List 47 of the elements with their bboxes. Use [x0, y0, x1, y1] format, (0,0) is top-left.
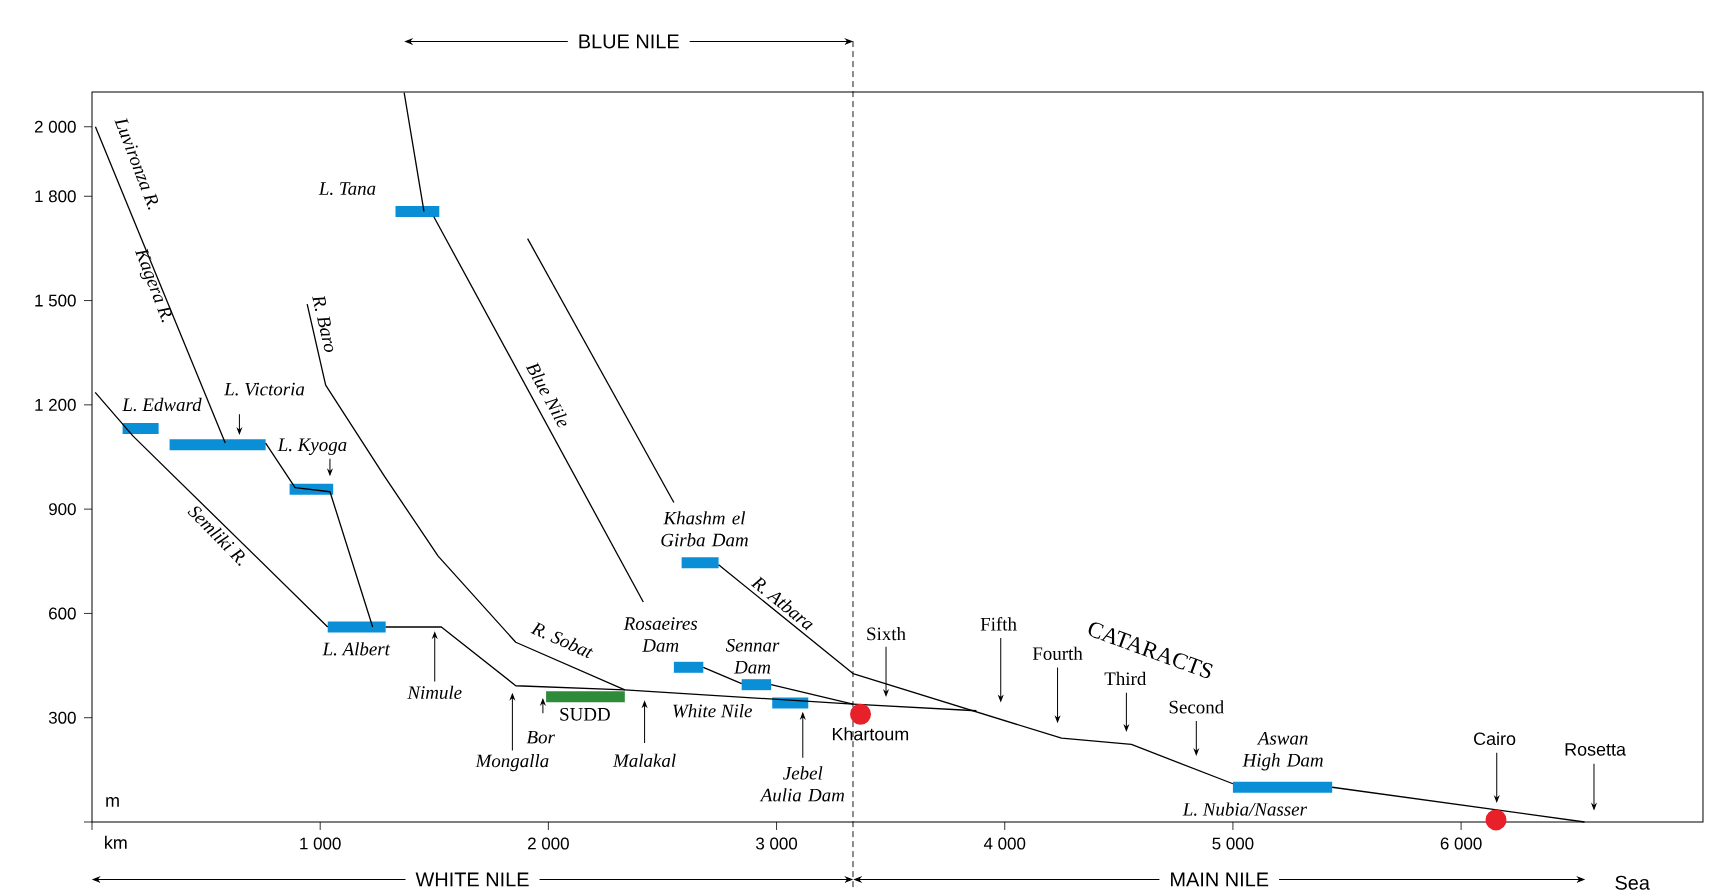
text: Sea: [1615, 875, 1650, 890]
annotation: Cairo: [1474, 731, 1516, 746]
x-tick-label: 5 000: [1212, 837, 1254, 850]
annotation: Jebel Aulia Dam: [759, 766, 845, 802]
y-tick-label: 1 800: [35, 190, 76, 203]
annotation: Fourth: [1032, 646, 1083, 660]
annotation: L. Edward: [122, 397, 202, 412]
y-tick-label: 900: [49, 503, 76, 516]
text: WHITE NILE: [415, 872, 529, 887]
text: BLUE NILE: [579, 34, 679, 49]
annotation: Kagera R.: [135, 248, 172, 323]
y-tick-label: 2 000: [34, 120, 76, 133]
annotation: L. Albert: [322, 642, 391, 656]
y-axis-title: m: [106, 797, 119, 807]
annotation: L. Kyoga: [277, 438, 347, 456]
x-axis-title: km: [105, 835, 127, 849]
annotation: Sennar Dam: [725, 638, 780, 674]
text: MAIN NILE: [1171, 872, 1269, 887]
annotation: Second: [1169, 700, 1224, 714]
annotation: Fifth: [980, 617, 1017, 631]
annotation: White Nile: [673, 704, 752, 718]
x-tick-label: 1 000: [300, 837, 341, 850]
annotation: Khartoum: [832, 727, 909, 741]
y-tick-label: 1 500: [35, 294, 76, 307]
annotation: R. Sobat: [530, 622, 594, 659]
x-tick-label: 2 000: [528, 837, 569, 850]
annotation: Rosetta: [1565, 743, 1626, 756]
x-tick-label: 3 000: [756, 837, 798, 850]
annotation: L. Tana: [318, 182, 376, 195]
annotation: Blue Nile: [525, 362, 567, 428]
annotation: Bor: [526, 730, 555, 744]
y-tick-label: 300: [48, 711, 76, 724]
annotation: Sixth: [867, 627, 906, 641]
annotation: Rosaeires Dam: [623, 617, 698, 652]
x-tick-label: 4 000: [983, 837, 1026, 850]
annotation: Malakal: [612, 753, 676, 768]
annotation: Nimule: [407, 685, 462, 700]
annotation: Aswan High Dam: [1242, 731, 1323, 771]
annotation: L. Nubia/Nasser: [1182, 802, 1307, 816]
annotation: R. Baro: [312, 295, 334, 352]
annotation: L. Victoria: [224, 382, 305, 396]
x-tick-label: 6 000: [1440, 837, 1482, 850]
y-tick-label: 1 200: [35, 398, 76, 411]
y-tick-label: 600: [49, 607, 76, 620]
annotation: Khashm el Girba Dam: [661, 511, 748, 547]
annotation: Mongalla: [475, 754, 549, 772]
annotation: SUDD: [560, 707, 610, 721]
